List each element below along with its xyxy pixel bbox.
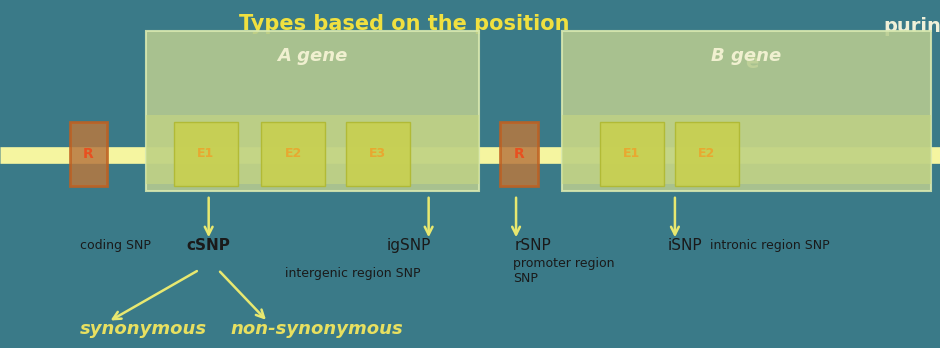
Text: igSNP: igSNP [386,238,431,253]
Text: synonymous: synonymous [80,320,207,338]
Bar [562,115,931,184]
Text: E1: E1 [623,148,640,160]
Bar [346,122,410,186]
Text: A gene: A gene [277,47,348,65]
Text: R: R [513,147,525,161]
Text: E2: E2 [285,148,302,160]
Text: rSNP: rSNP [515,238,552,253]
Bar [600,122,664,186]
Bar [174,122,238,186]
Text: intronic region SNP: intronic region SNP [710,239,829,252]
Bar [146,31,479,191]
Bar [500,122,538,186]
Text: B gene: B gene [712,47,781,65]
Bar [261,122,325,186]
Text: coding SNP: coding SNP [80,239,150,252]
Text: E2: E2 [698,148,715,160]
Text: e: e [745,53,759,72]
Text: E1: E1 [197,148,214,160]
Text: E3: E3 [369,148,386,160]
Bar [146,115,479,184]
Text: non-synonymous: non-synonymous [230,320,403,338]
Text: purin: purin [884,17,940,37]
Text: Types based on the position: Types based on the position [239,14,570,34]
Bar [562,31,931,191]
Text: cSNP: cSNP [187,238,230,253]
Text: intergenic region SNP: intergenic region SNP [285,267,420,280]
Text: iSNP: iSNP [667,238,702,253]
Text: R: R [83,147,94,161]
Bar [70,122,107,186]
Text: promoter region
SNP: promoter region SNP [513,258,615,285]
Bar [675,122,739,186]
